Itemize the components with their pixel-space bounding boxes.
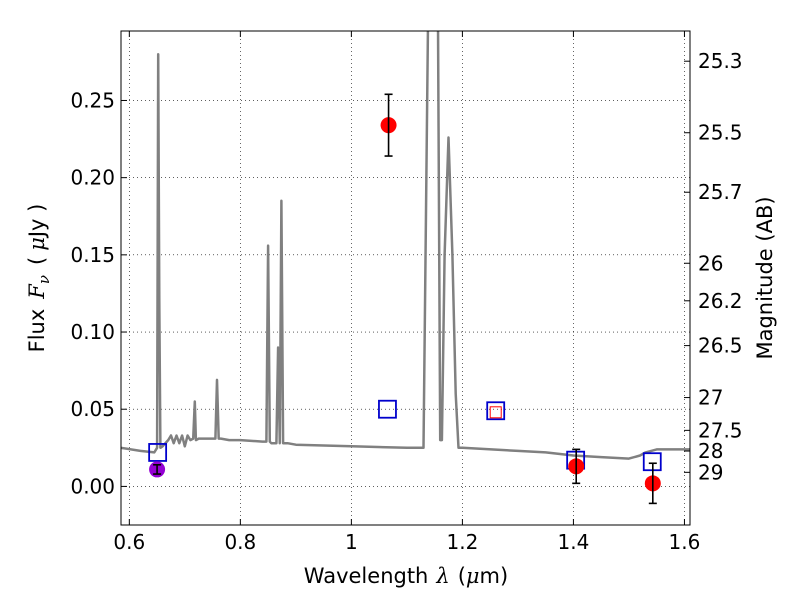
- magnitude-tick-label: 29: [698, 460, 723, 484]
- model-spectrum-line: [121, 31, 690, 460]
- magnitude-tick-label: 25.5: [698, 121, 743, 145]
- model-photometry-square: [378, 399, 397, 419]
- x-tick-label: 0.6: [113, 530, 145, 554]
- y-tick-label: 0.10: [70, 320, 115, 344]
- magnitude-tick-label: 26.2: [698, 289, 743, 313]
- magnitude-tick-label: 25.3: [698, 49, 743, 73]
- plot-background: [121, 31, 690, 525]
- magnitude-tick-label: 28: [698, 439, 723, 463]
- magnitude-tick-label: 26: [698, 251, 723, 275]
- model-photometry-square: [486, 401, 506, 421]
- y-tick-label: 0.00: [70, 474, 115, 498]
- x-tick-label: 1: [345, 530, 358, 554]
- x-axis-label: Wavelength λ (μm): [304, 564, 508, 588]
- magnitude-tick-label: 26.5: [698, 334, 743, 358]
- x-tick-label: 1.6: [669, 530, 701, 554]
- grid: [121, 31, 690, 525]
- magnitude-tick-label: 25.7: [698, 180, 743, 204]
- model-photometry-square: [148, 443, 168, 462]
- y-tick-label: 0.05: [70, 397, 115, 421]
- x-tick-label: 1.2: [446, 530, 478, 554]
- y-tick-label: 0.15: [70, 243, 115, 267]
- secondary-y-axis-label: Magnitude (AB): [753, 196, 777, 359]
- y-tick-label: 0.20: [70, 166, 115, 190]
- x-tick-label: 0.8: [224, 530, 256, 554]
- magnitude-tick-label: 27: [698, 386, 723, 410]
- plot-area: [121, 31, 690, 505]
- ticks: 0.6 0.8 1 1.2 1.4 1.6 0.00 0.05 0.10 0.15 0.20 0.25…: [70, 31, 743, 554]
- x-tick-label: 1.4: [558, 530, 590, 554]
- y-tick-label: 0.25: [70, 88, 115, 112]
- magnitude-tick-label: 27.5: [698, 418, 743, 442]
- plot-frame: [120, 30, 691, 526]
- model-photometry-square: [489, 406, 502, 419]
- y-axis-label: FluxFν(μJy ): [25, 204, 53, 353]
